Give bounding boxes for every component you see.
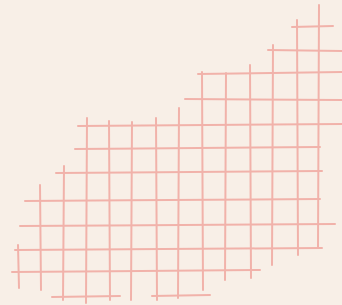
page: (() => { const data = JSON.parse(documen… xyxy=(0,0,342,305)
background xyxy=(0,0,342,305)
canvas xyxy=(0,0,342,305)
